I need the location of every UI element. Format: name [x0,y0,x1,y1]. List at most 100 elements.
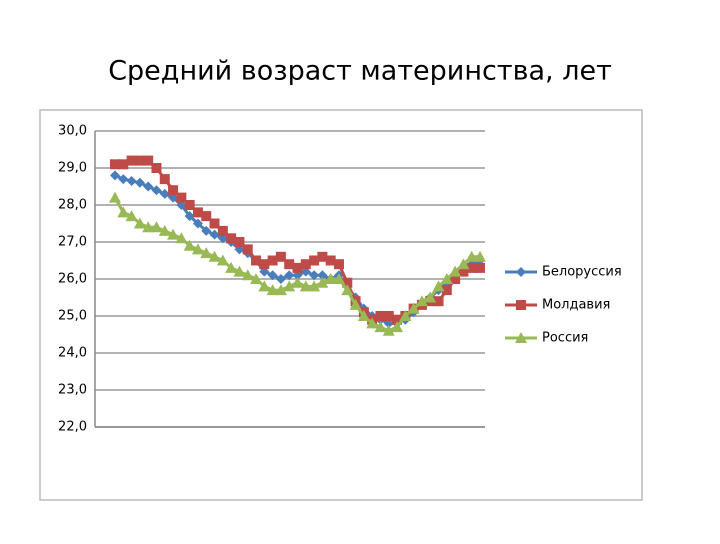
point [201,211,212,222]
point [117,206,130,218]
point [192,207,203,218]
point [134,155,145,166]
point [283,280,296,292]
point [168,185,179,196]
point [159,188,170,199]
point [349,298,362,310]
point [342,277,353,288]
point [458,266,469,277]
point [474,250,486,262]
point [407,302,420,314]
point [242,244,253,255]
point [259,259,270,270]
chart-title: Средний возраст материнства, лет [108,56,612,87]
chart-frame [39,109,643,501]
point [109,191,121,203]
point [209,229,220,240]
point [150,221,163,233]
point [357,310,370,321]
point [475,262,485,273]
point [432,280,445,292]
y-tick-label: 25,0 [58,309,87,324]
point [118,174,129,185]
point [449,265,462,277]
point [110,159,120,170]
y-tick-label: 23,0 [58,383,87,398]
point [267,270,278,281]
y-tick-label: 28,0 [58,198,87,213]
point [292,262,303,273]
point [441,285,452,296]
point [267,255,278,266]
y-tick-label: 22,0 [58,420,87,435]
point [151,163,162,173]
point [176,192,187,203]
point [309,255,320,266]
legend-marker [516,267,526,277]
point [200,247,213,259]
point [183,239,196,251]
point [450,274,461,284]
point [184,211,195,222]
point [383,311,394,321]
point [324,273,337,284]
point [433,296,444,307]
point [142,221,155,233]
point [216,254,229,266]
legend-marker [515,332,527,343]
point [317,251,328,262]
point [208,250,221,262]
point [300,259,311,270]
y-tick-label: 24,0 [58,346,87,361]
point [341,284,354,296]
y-tick-label: 26,0 [58,272,87,287]
legend-label: Россия [542,331,588,346]
point [126,155,137,166]
legend-label: Белоруссия [542,265,622,280]
point [175,232,188,244]
point [374,321,387,333]
point [399,310,412,321]
point [110,170,120,181]
point [158,224,171,236]
point [332,273,345,284]
point [217,225,228,236]
point [134,177,145,188]
point [126,175,137,186]
point [184,200,195,210]
point [225,261,238,273]
point [233,265,246,277]
point [415,295,428,307]
point [226,233,237,244]
point [167,228,180,240]
point [209,218,220,229]
legend-marker [516,300,526,310]
point [201,225,212,236]
point [284,259,295,270]
point [366,317,379,329]
point [465,250,478,262]
legend-label: Молдавия [542,298,610,313]
point [317,270,328,281]
point [440,273,453,284]
point [325,255,336,266]
point [251,255,262,266]
point [143,181,154,192]
y-tick-label: 30,0 [58,124,87,139]
point [424,291,437,303]
point [250,273,263,284]
point [457,258,470,270]
y-tick-label: 27,0 [58,235,87,250]
y-tick-label: 29,0 [58,161,87,176]
point [143,155,154,166]
point [275,274,286,284]
point [241,269,254,281]
point [234,237,245,247]
point [151,185,162,196]
point [391,321,404,333]
point [274,284,287,296]
point [125,210,138,222]
point [291,276,304,288]
point [275,251,286,262]
